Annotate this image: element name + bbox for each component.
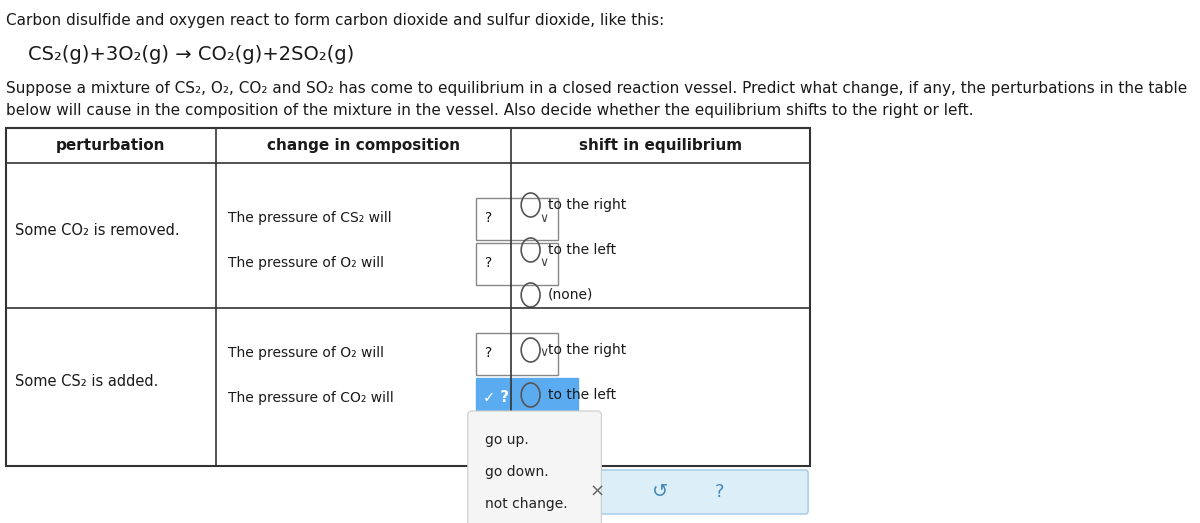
Text: below will cause in the composition of the mixture in the vessel. Also decide wh: below will cause in the composition of t… <box>6 103 973 118</box>
Text: (none): (none) <box>548 288 593 302</box>
Text: go down.: go down. <box>485 465 548 479</box>
Text: ×: × <box>590 483 605 501</box>
Text: to the right: to the right <box>548 198 626 212</box>
Text: Some CO₂ is removed.: Some CO₂ is removed. <box>14 223 180 238</box>
FancyBboxPatch shape <box>468 411 601 523</box>
Text: Suppose a mixture of CS₂, O₂, CO₂ and SO₂ has come to equilibrium in a closed re: Suppose a mixture of CS₂, O₂, CO₂ and SO… <box>6 81 1187 96</box>
Text: go up.: go up. <box>485 433 529 447</box>
Text: ?: ? <box>485 211 492 225</box>
FancyBboxPatch shape <box>512 470 808 514</box>
Text: The pressure of CO₂ will: The pressure of CO₂ will <box>228 391 394 405</box>
Text: ∨: ∨ <box>540 256 548 269</box>
Text: to the left: to the left <box>548 243 616 257</box>
Text: ↺: ↺ <box>652 483 668 502</box>
Text: Some CS₂ is added.: Some CS₂ is added. <box>14 374 158 390</box>
Text: (none): (none) <box>548 431 593 445</box>
Text: The pressure of O₂ will: The pressure of O₂ will <box>228 346 384 360</box>
Text: shift in equilibrium: shift in equilibrium <box>578 138 742 153</box>
Text: ?: ? <box>485 256 492 270</box>
Text: ?: ? <box>485 346 492 360</box>
Text: The pressure of CS₂ will: The pressure of CS₂ will <box>228 211 391 225</box>
Text: ∨: ∨ <box>540 211 548 224</box>
FancyBboxPatch shape <box>475 378 577 420</box>
Text: ∨: ∨ <box>540 347 548 359</box>
FancyBboxPatch shape <box>475 198 558 240</box>
Text: The pressure of O₂ will: The pressure of O₂ will <box>228 256 384 270</box>
Text: change in composition: change in composition <box>268 138 460 153</box>
Text: not change.: not change. <box>485 497 568 511</box>
FancyBboxPatch shape <box>475 243 558 285</box>
Text: perturbation: perturbation <box>56 138 166 153</box>
Text: CS₂(g)+3O₂(g) → CO₂(g)+2SO₂(g): CS₂(g)+3O₂(g) → CO₂(g)+2SO₂(g) <box>28 45 354 64</box>
FancyBboxPatch shape <box>475 333 558 375</box>
Text: ?: ? <box>714 483 724 501</box>
Text: Carbon disulfide and oxygen react to form carbon dioxide and sulfur dioxide, lik: Carbon disulfide and oxygen react to for… <box>6 13 664 28</box>
Text: to the right: to the right <box>548 343 626 357</box>
Text: ✓ ?: ✓ ? <box>484 391 510 405</box>
Text: to the left: to the left <box>548 388 616 402</box>
